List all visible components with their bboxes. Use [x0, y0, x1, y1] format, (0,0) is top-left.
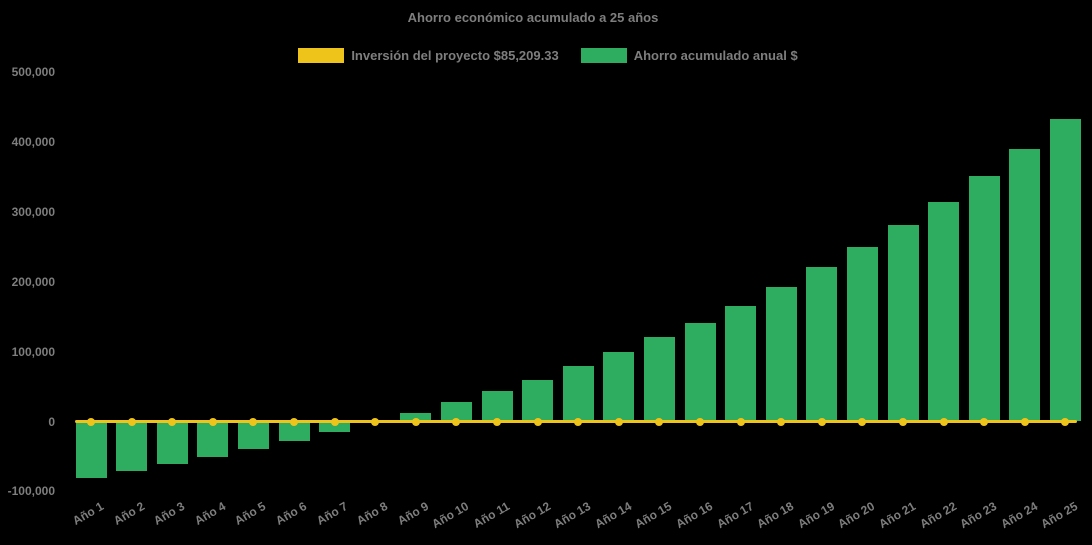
investment-line-marker-icon[interactable]: [493, 417, 501, 426]
legend-item-savings[interactable]: Ahorro acumulado anual $: [580, 48, 798, 63]
investment-line-marker-icon[interactable]: [614, 417, 623, 426]
investment-line-marker-icon[interactable]: [87, 417, 95, 426]
investment-line-marker-icon[interactable]: [411, 417, 420, 426]
investment-line-marker-icon[interactable]: [574, 417, 583, 426]
savings-bar-año-4[interactable]: [197, 421, 229, 457]
y-tick-label: 400,000: [11, 134, 55, 149]
savings-bar-año-23[interactable]: [968, 175, 1000, 422]
investment-line-marker-icon[interactable]: [655, 417, 664, 426]
investment-line-marker-icon[interactable]: [168, 417, 177, 426]
savings-bar-año-25[interactable]: [1049, 119, 1081, 422]
savings-bar-año-18[interactable]: [765, 287, 797, 422]
savings-bar-año-21[interactable]: [887, 224, 919, 422]
investment-line-marker-icon[interactable]: [817, 417, 826, 426]
legend-label-investment: Inversión del proyecto $85,209.33: [351, 48, 559, 63]
investment-line-marker-icon[interactable]: [330, 417, 339, 426]
savings-bar-año-19[interactable]: [806, 266, 838, 422]
savings-bar-año-5[interactable]: [237, 421, 269, 450]
savings-bar-año-14[interactable]: [603, 351, 635, 422]
y-tick-label: -100,000: [7, 484, 55, 499]
savings-bar-año-22[interactable]: [928, 201, 960, 422]
savings-bar-año-16[interactable]: [684, 322, 716, 422]
legend-item-investment[interactable]: Inversión del proyecto $85,209.33: [298, 48, 559, 63]
savings-bar-swatch-icon: [580, 48, 627, 63]
savings-bar-año-13[interactable]: [562, 365, 594, 422]
savings-bar-año-17[interactable]: [725, 305, 757, 422]
investment-line-marker-icon[interactable]: [208, 417, 217, 426]
investment-line-marker-icon[interactable]: [939, 417, 948, 426]
investment-line-marker-icon[interactable]: [1061, 417, 1070, 426]
investment-line-marker-icon[interactable]: [452, 417, 461, 426]
savings-bar-año-2[interactable]: [116, 421, 148, 471]
y-tick-label: 100,000: [11, 344, 55, 359]
investment-line-marker-icon[interactable]: [533, 417, 542, 426]
savings-bar-año-3[interactable]: [156, 421, 188, 464]
savings-bar-año-7[interactable]: [319, 421, 351, 433]
y-tick-label: 300,000: [11, 204, 55, 219]
y-tick-label: 200,000: [11, 274, 55, 289]
chart-title: Ahorro económico acumulado a 25 años: [407, 10, 659, 25]
investment-line-marker-icon[interactable]: [899, 417, 907, 426]
legend-label-savings: Ahorro acumulado anual $: [633, 48, 798, 63]
savings-bar-año-24[interactable]: [1009, 148, 1041, 422]
investment-line-marker-icon[interactable]: [696, 417, 704, 426]
investment-line-marker-icon[interactable]: [777, 417, 786, 426]
savings-bar-año-10[interactable]: [440, 401, 472, 422]
investment-line-marker-icon[interactable]: [290, 417, 298, 426]
investment-line-marker-icon[interactable]: [736, 417, 745, 426]
savings-bar-año-1[interactable]: [75, 421, 107, 478]
investment-line-marker-icon[interactable]: [127, 417, 136, 426]
savings-bar-año-9[interactable]: [400, 413, 432, 422]
savings-bar-año-11[interactable]: [481, 390, 513, 422]
y-tick-label: 500,000: [11, 65, 55, 79]
investment-line-marker-icon[interactable]: [980, 417, 989, 426]
savings-bar-año-20[interactable]: [846, 247, 878, 422]
investment-line-swatch-icon: [298, 48, 345, 63]
investment-line-marker-icon[interactable]: [371, 417, 380, 426]
investment-line-marker-icon[interactable]: [249, 417, 258, 426]
investment-line-marker-icon[interactable]: [1020, 417, 1029, 426]
legend: Inversión del proyecto $85,209.33 Ahorro…: [2, 48, 1092, 63]
savings-bar-año-15[interactable]: [643, 337, 675, 422]
y-tick-label: 0: [48, 414, 55, 429]
savings-bar-año-12[interactable]: [522, 379, 554, 422]
savings-bar-año-6[interactable]: [278, 421, 310, 442]
investment-line-marker-icon[interactable]: [858, 417, 867, 426]
